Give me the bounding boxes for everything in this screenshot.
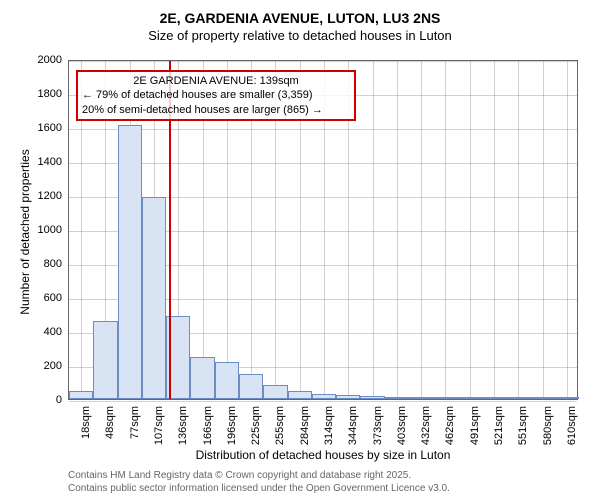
histogram-bar xyxy=(336,395,360,399)
gridline-horizontal xyxy=(69,401,577,402)
x-tick-label: 580sqm xyxy=(542,406,554,456)
chart-title-main: 2E, GARDENIA AVENUE, LUTON, LU3 2NS xyxy=(0,10,600,26)
x-tick-label: 491sqm xyxy=(469,406,481,456)
y-tick-label: 1400 xyxy=(26,156,62,168)
histogram-bar xyxy=(93,321,117,399)
x-tick-label: 462sqm xyxy=(444,406,456,456)
histogram-bar xyxy=(142,197,166,399)
histogram-bar xyxy=(360,396,384,399)
gridline-horizontal xyxy=(69,163,577,164)
gridline-vertical xyxy=(421,61,422,399)
gridline-vertical xyxy=(445,61,446,399)
x-tick-label: 432sqm xyxy=(420,406,432,456)
histogram-bar xyxy=(190,357,214,400)
histogram-bar xyxy=(385,397,409,399)
x-tick-label: 107sqm xyxy=(153,406,165,456)
gridline-vertical xyxy=(543,61,544,399)
histogram-bar xyxy=(433,397,457,399)
y-tick-label: 0 xyxy=(26,394,62,406)
histogram-bar xyxy=(312,394,336,399)
x-tick-label: 255sqm xyxy=(274,406,286,456)
x-tick-label: 610sqm xyxy=(566,406,578,456)
x-tick-label: 284sqm xyxy=(299,406,311,456)
x-tick-label: 77sqm xyxy=(129,406,141,456)
x-tick-label: 344sqm xyxy=(347,406,359,456)
x-tick-label: 196sqm xyxy=(226,406,238,456)
y-tick-label: 1000 xyxy=(26,224,62,236)
x-tick-label: 373sqm xyxy=(372,406,384,456)
gridline-vertical xyxy=(397,61,398,399)
histogram-bar xyxy=(263,385,287,399)
annotation-line1: 2E GARDENIA AVENUE: 139sqm xyxy=(82,74,350,88)
attribution-line1: Contains HM Land Registry data © Crown c… xyxy=(68,470,411,481)
y-tick-label: 1600 xyxy=(26,122,62,134)
gridline-horizontal xyxy=(69,129,577,130)
x-tick-label: 225sqm xyxy=(250,406,262,456)
histogram-bar xyxy=(69,391,93,400)
y-tick-label: 1200 xyxy=(26,190,62,202)
annotation-line2: ← 79% of detached houses are smaller (3,… xyxy=(82,88,350,102)
x-tick-label: 314sqm xyxy=(323,406,335,456)
histogram-bar xyxy=(458,397,482,399)
x-tick-label: 136sqm xyxy=(177,406,189,456)
histogram-bar xyxy=(239,374,263,400)
x-tick-label: 521sqm xyxy=(493,406,505,456)
x-tick-label: 48sqm xyxy=(104,406,116,456)
x-tick-label: 403sqm xyxy=(396,406,408,456)
y-tick-label: 600 xyxy=(26,292,62,304)
chart-title-sub: Size of property relative to detached ho… xyxy=(0,28,600,43)
x-tick-label: 166sqm xyxy=(202,406,214,456)
histogram-bar xyxy=(215,362,239,399)
histogram-bar xyxy=(409,397,433,399)
x-tick-label: 551sqm xyxy=(517,406,529,456)
annotation-box: 2E GARDENIA AVENUE: 139sqm← 79% of detac… xyxy=(76,70,356,121)
attribution-line2: Contains public sector information licen… xyxy=(68,483,450,494)
gridline-vertical xyxy=(470,61,471,399)
gridline-vertical xyxy=(567,61,568,399)
histogram-bar xyxy=(555,397,579,399)
histogram-bar xyxy=(288,391,312,400)
gridline-vertical xyxy=(518,61,519,399)
gridline-horizontal xyxy=(69,61,577,62)
y-tick-label: 400 xyxy=(26,326,62,338)
annotation-line3: 20% of semi-detached houses are larger (… xyxy=(82,103,350,117)
gridline-vertical xyxy=(373,61,374,399)
y-tick-label: 800 xyxy=(26,258,62,270)
y-tick-label: 2000 xyxy=(26,54,62,66)
histogram-bar xyxy=(118,125,142,399)
y-tick-label: 200 xyxy=(26,360,62,372)
gridline-vertical xyxy=(494,61,495,399)
histogram-bar xyxy=(530,397,554,399)
y-tick-label: 1800 xyxy=(26,88,62,100)
x-tick-label: 18sqm xyxy=(80,406,92,456)
histogram-bar xyxy=(506,397,530,399)
histogram-bar xyxy=(482,397,506,399)
